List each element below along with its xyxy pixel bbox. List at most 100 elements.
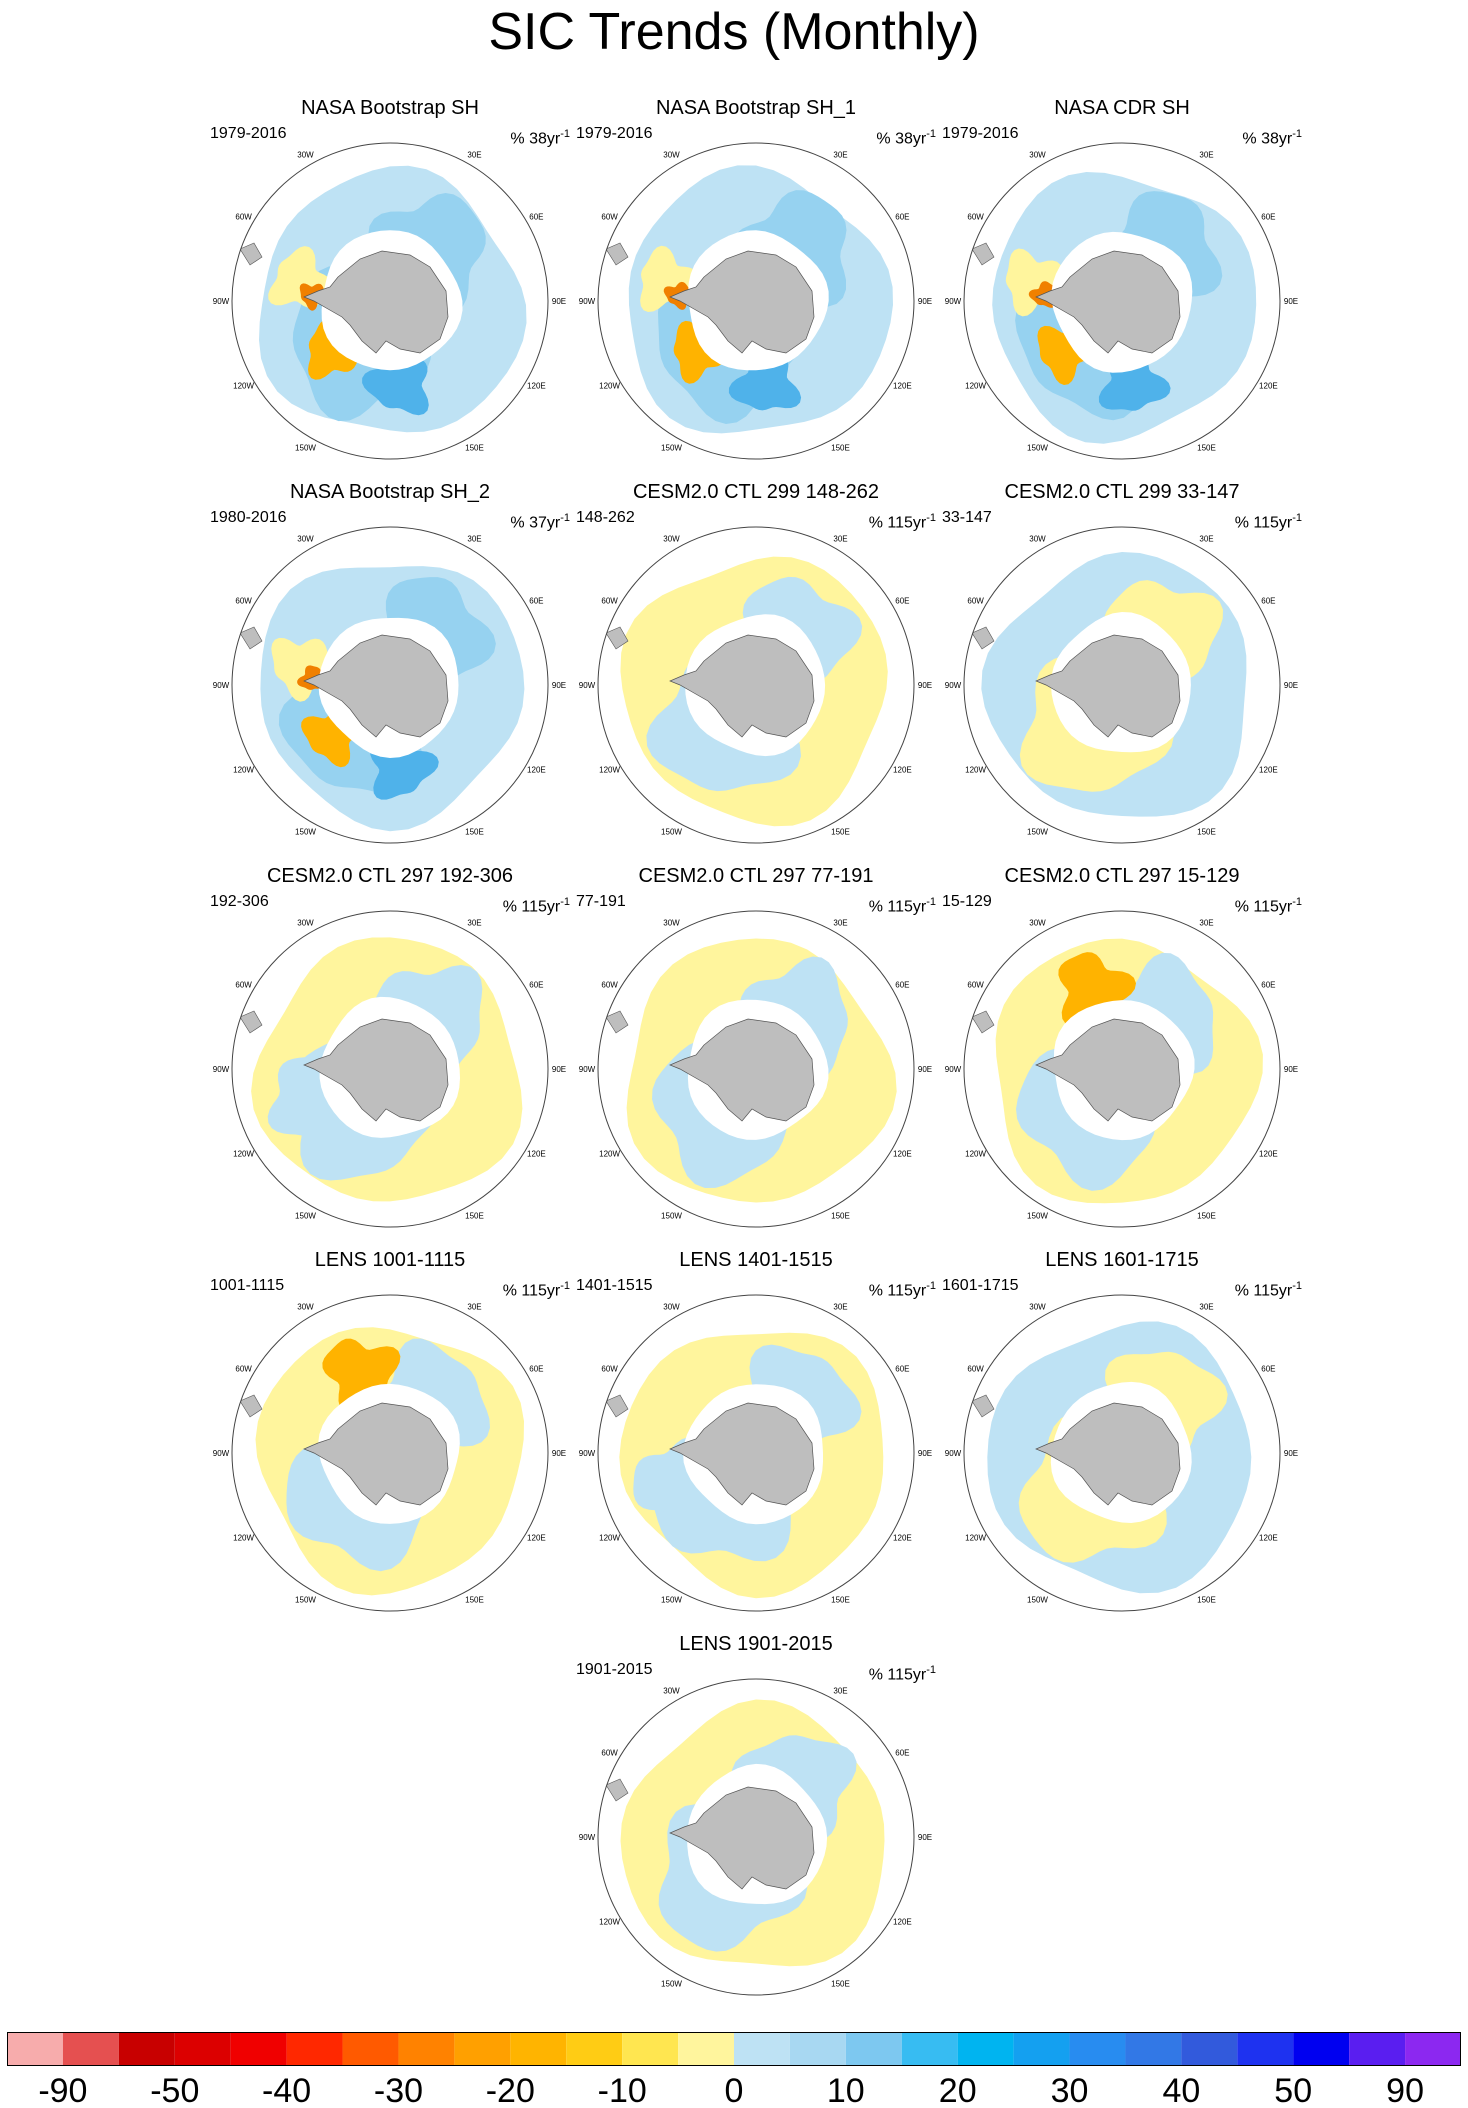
longitude-label: 120W — [965, 382, 986, 391]
polar-map: 030E60E90E120E150E180150W120W90W60W30W — [945, 1288, 1298, 1612]
longitude-label: 90E — [552, 1065, 566, 1074]
longitude-label: 150W — [661, 827, 682, 836]
longitude-label: 30E — [833, 919, 847, 928]
longitude-label: 150E — [1197, 443, 1216, 452]
longitude-label: 60W — [967, 1365, 984, 1374]
polar-map: 030E60E90E120E150E180150W120W90W60W30W — [579, 1672, 932, 1996]
map-panel: LENS 1601-1715 1601-1715 % 115yr-1 0 30E 60E 9… — [938, 1248, 1306, 1618]
colorbar-swatch — [734, 2032, 790, 2066]
polar-map: 030E60E90E120E150E180150W120W90W60W30W — [213, 904, 566, 1228]
colorbar-label: -20 — [486, 2072, 535, 2108]
longitude-label: 150W — [1027, 1211, 1048, 1220]
panel-period: 1001-1115 — [210, 1277, 285, 1294]
panel-period: 33-147 — [942, 509, 992, 526]
polar-map: 030E60E90E120E150E180150W120W90W60W30W — [945, 904, 1298, 1228]
colorbar-swatch — [678, 2032, 734, 2066]
longitude-label: 30W — [1029, 1303, 1046, 1312]
colorbar-swatch — [174, 2032, 231, 2066]
panel-title: CESM2.0 CTL 299 148-262 — [632, 481, 880, 503]
longitude-label: 0 — [754, 904, 759, 905]
longitude-label: 150E — [465, 1595, 484, 1604]
longitude-label: 120E — [527, 1534, 546, 1543]
longitude-label: 30W — [663, 919, 680, 928]
panel-period: 1979-2016 — [942, 125, 1019, 142]
longitude-label: 0 — [388, 520, 393, 521]
longitude-label: 120E — [1259, 1534, 1278, 1543]
panel-title: CESM2.0 CTL 297 15-129 — [1004, 865, 1240, 887]
longitude-label: 90E — [918, 681, 932, 690]
colorbar-label: 50 — [1274, 2072, 1312, 2108]
polar-map: 030E60E90E120E150E180150W120W90W60W30W — [579, 136, 932, 460]
panel-period: 192-306 — [210, 893, 269, 910]
longitude-label: 60W — [235, 213, 252, 222]
panel-title: LENS 1401-1515 — [679, 1249, 833, 1271]
panel-title: CESM2.0 CTL 299 33-147 — [1004, 481, 1240, 503]
longitude-label: 120W — [965, 1534, 986, 1543]
panel-units: % 115yr-1 — [1234, 1280, 1302, 1300]
longitude-label: 90W — [945, 1449, 962, 1458]
longitude-label: 60E — [529, 1365, 543, 1374]
colorbar-swatch — [510, 2032, 567, 2066]
longitude-label: 150W — [661, 443, 682, 452]
longitude-label: 90W — [945, 297, 962, 306]
longitude-label: 120W — [233, 1534, 254, 1543]
longitude-label: 90E — [918, 1449, 932, 1458]
panel-title: LENS 1901-2015 — [679, 1633, 833, 1655]
colorbar-swatch — [1349, 2032, 1406, 2066]
colorbar-swatch — [1125, 2032, 1182, 2066]
colorbar-swatch — [789, 2032, 846, 2066]
longitude-label: 90W — [213, 681, 230, 690]
map-panel: LENS 1401-1515 1401-1515 % 115yr-1 0 30E 60E 9… — [572, 1248, 940, 1618]
longitude-label: 150W — [295, 827, 316, 836]
longitude-label: 30W — [297, 151, 314, 160]
longitude-label: 60W — [967, 597, 984, 606]
longitude-label: 30W — [663, 151, 680, 160]
longitude-label: 60E — [895, 1749, 909, 1758]
panel-title: LENS 1001-1115 — [314, 1249, 466, 1271]
colorbar-swatch — [454, 2032, 511, 2066]
colorbar-swatch — [957, 2032, 1014, 2066]
longitude-label: 0 — [388, 1288, 393, 1289]
longitude-label: 30W — [297, 1303, 314, 1312]
colorbar-swatch — [1181, 2032, 1238, 2066]
panel-units: % 115yr-1 — [1234, 512, 1302, 532]
map-panel: CESM2.0 CTL 299 33-147 33-147 % 115yr-1 0 30… — [938, 480, 1306, 850]
colorbar-swatch — [1013, 2032, 1070, 2066]
longitude-label: 90W — [213, 1065, 230, 1074]
longitude-label: 120E — [527, 766, 546, 775]
colorbar-swatch — [342, 2032, 399, 2066]
longitude-label: 90E — [918, 1833, 932, 1842]
colorbar-label: 90 — [1386, 2072, 1424, 2108]
colorbar-label: -50 — [150, 2072, 199, 2108]
longitude-label: 120W — [599, 766, 620, 775]
longitude-label: 30E — [833, 151, 847, 160]
panel-title: NASA Bootstrap SH_2 — [289, 481, 491, 503]
longitude-label: 150E — [831, 1211, 850, 1220]
longitude-label: 90W — [945, 681, 962, 690]
longitude-label: 60W — [601, 213, 618, 222]
colorbar-swatch — [230, 2032, 287, 2066]
longitude-label: 90E — [552, 681, 566, 690]
longitude-label: 60E — [529, 213, 543, 222]
longitude-label: 0 — [754, 520, 759, 521]
longitude-label: 150E — [831, 1979, 850, 1988]
panel-title: CESM2.0 CTL 297 192-306 — [266, 865, 514, 887]
longitude-label: 150W — [1027, 1595, 1048, 1604]
longitude-label: 30W — [663, 1303, 680, 1312]
colorbar-swatch — [622, 2032, 679, 2066]
longitude-label: 120E — [893, 1150, 912, 1159]
panel-units: % 115yr-1 — [502, 896, 570, 916]
colorbar-swatch — [118, 2032, 175, 2066]
map-panel: CESM2.0 CTL 297 192-306 192-306 % 115yr-1 0… — [206, 864, 574, 1234]
longitude-label: 30W — [297, 919, 314, 928]
map-panel: NASA Bootstrap SH 1979-2016 % 38yr-1 0 30E 60… — [206, 96, 574, 466]
panel-period: 1601-1715 — [942, 1277, 1019, 1294]
panel-units: % 38yr-1 — [510, 128, 570, 148]
longitude-label: 60E — [895, 981, 909, 990]
longitude-label: 150E — [1197, 1211, 1216, 1220]
longitude-label: 0 — [1120, 1288, 1125, 1289]
longitude-label: 90E — [1284, 681, 1298, 690]
longitude-label: 0 — [754, 136, 759, 137]
longitude-label: 0 — [754, 1288, 759, 1289]
